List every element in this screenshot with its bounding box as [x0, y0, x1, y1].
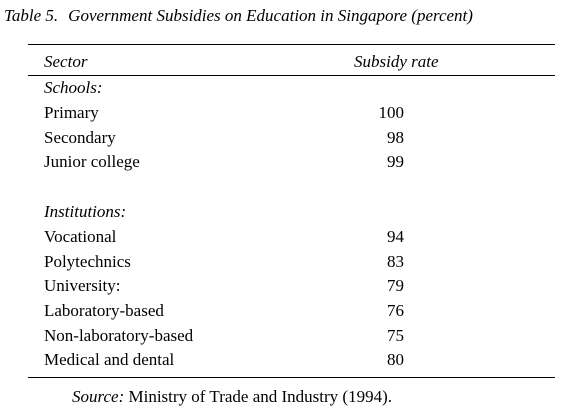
row-rate: 76 — [387, 301, 404, 320]
row-sector: Polytechnics — [44, 252, 131, 271]
row-rate: 99 — [387, 152, 404, 171]
source-note: Source: Ministry of Trade and Industry (… — [72, 385, 392, 409]
row-rate: 100 — [378, 103, 405, 122]
table-row: Polytechnics 83 — [44, 250, 544, 274]
table-row: Secondary 98 — [44, 126, 544, 150]
source-label: Source: — [72, 387, 125, 406]
row-sector: Non-laboratory-based — [44, 326, 194, 345]
row-sector: University: — [44, 276, 121, 295]
row-rate: 83 — [387, 252, 404, 271]
group-label-institutions: Institutions: — [44, 200, 544, 224]
row-sector: Medical and dental — [44, 350, 175, 369]
table-row: University: 79 — [44, 274, 544, 298]
row-rate: 79 — [387, 276, 404, 295]
top-rule — [28, 44, 555, 45]
header-rule — [28, 75, 555, 76]
row-rate: 98 — [387, 128, 404, 147]
table-header-row: Sector Subsidy rate — [44, 50, 544, 74]
group-label-text: Institutions: — [44, 202, 127, 221]
table-row: Laboratory-based 76 — [44, 299, 544, 323]
row-sector: Primary — [44, 103, 99, 122]
row-sector: Laboratory-based — [44, 301, 164, 320]
bottom-rule — [28, 377, 555, 378]
table-row: Junior college 99 — [44, 150, 544, 174]
table-row: Non-laboratory-based 75 — [44, 324, 544, 348]
row-rate: 80 — [387, 350, 404, 369]
group-label-text: Schools: — [44, 78, 103, 97]
table-row: Primary 100 — [44, 101, 544, 125]
table-caption: Table 5. Government Subsidies on Educatio… — [4, 6, 473, 26]
row-rate: 75 — [387, 326, 404, 345]
header-subsidy-rate: Subsidy rate — [354, 52, 439, 71]
table-title: Government Subsidies on Education in Sin… — [68, 6, 473, 25]
table-row: Medical and dental 80 — [44, 348, 544, 372]
header-sector: Sector — [44, 52, 88, 71]
table-number: Table 5. — [4, 6, 59, 25]
row-sector: Secondary — [44, 128, 116, 147]
source-text: Ministry of Trade and Industry (1994). — [128, 387, 392, 406]
row-sector: Junior college — [44, 152, 140, 171]
row-rate: 94 — [387, 227, 404, 246]
group-label-schools: Schools: — [44, 76, 544, 100]
table-row: Vocational 94 — [44, 225, 544, 249]
row-sector: Vocational — [44, 227, 117, 246]
